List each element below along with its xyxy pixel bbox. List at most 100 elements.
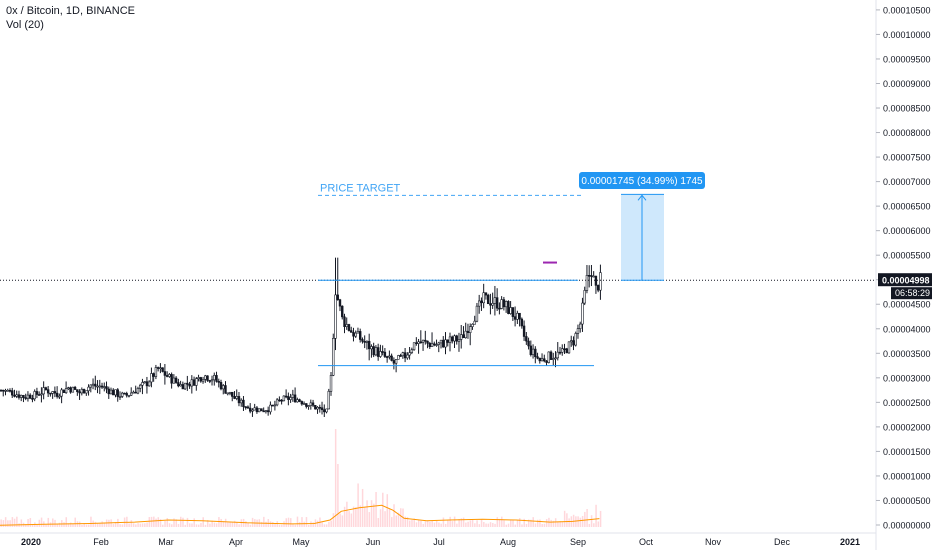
candle-body — [511, 307, 515, 317]
candle-body — [201, 379, 205, 382]
price-axis-tick: 0.00008500 — [883, 104, 931, 114]
candle-body — [121, 392, 124, 397]
volume-bar — [74, 517, 76, 527]
volume-bar — [247, 522, 249, 527]
volume-bar — [229, 522, 231, 527]
volume-bar — [11, 517, 14, 527]
candle-body — [529, 345, 533, 355]
candle-body — [596, 285, 600, 291]
volume-bar — [175, 519, 178, 527]
candle-body — [91, 383, 95, 386]
price-axis-tick: 0.00009000 — [883, 79, 931, 89]
candle-body — [177, 382, 180, 387]
volume-bar — [94, 521, 97, 527]
volume-bar — [518, 518, 521, 527]
volume-bar — [458, 519, 460, 527]
price-axis-tick: 0.00001000 — [883, 471, 931, 481]
price-axis-tick: 0.00003500 — [883, 349, 931, 359]
candle-body — [381, 351, 384, 353]
candle-body — [576, 328, 580, 334]
price-axis-tick: 0.00010000 — [883, 30, 931, 40]
volume-bar — [211, 520, 213, 527]
volume-bar — [63, 522, 65, 527]
volume-bar — [507, 523, 510, 527]
volume-bar — [260, 521, 263, 527]
candle-body — [520, 318, 524, 327]
candle-body — [73, 386, 77, 390]
candle-body — [168, 374, 171, 377]
volume-bar — [400, 508, 402, 527]
candle-body — [112, 389, 115, 396]
volume-bar — [382, 492, 384, 527]
volume-bar — [265, 521, 267, 527]
volume-bar — [298, 522, 301, 527]
volume-bar — [422, 523, 424, 527]
price-axis[interactable]: 0.00010500 0.00010000 0.00009500 0.00009000… — [875, 0, 932, 550]
candle-body — [237, 396, 241, 404]
volume-bar — [575, 516, 577, 527]
volume-bar — [36, 524, 38, 527]
volume-bar — [438, 522, 440, 527]
candle-body — [390, 355, 393, 361]
volume-bar — [290, 518, 292, 527]
candle-body — [282, 395, 286, 402]
candle-body — [15, 394, 18, 397]
candle-body — [484, 292, 488, 296]
volume-bar — [408, 520, 411, 527]
price-axis-tick: 0.00002500 — [883, 398, 931, 408]
candle-body — [62, 389, 66, 393]
candle-body — [251, 409, 254, 412]
candle-body — [127, 394, 131, 397]
candle-body — [403, 352, 407, 359]
chart-annotations: PRICE TARGET 0.00001745 (34.99%) 1745 — [0, 172, 876, 367]
candle-body — [329, 375, 333, 392]
volume-bar — [2, 520, 5, 527]
price-axis-tick: 0.00000000 — [883, 521, 931, 531]
volume-bar — [370, 500, 373, 527]
candle-body — [2, 389, 5, 392]
time-axis[interactable]: 2020 Feb Mar Apr May Jun Jul Aug Sep Oct Nov Dec 202… — [0, 532, 876, 547]
candle-body — [55, 392, 59, 397]
volume-bar — [368, 512, 371, 527]
candle-body — [477, 300, 481, 307]
time-axis-tick: Apr — [229, 537, 243, 547]
candle-body — [60, 389, 63, 397]
candle-body — [264, 410, 268, 412]
candle-body — [347, 324, 351, 331]
candle-body — [8, 390, 12, 392]
candle-body — [242, 399, 245, 408]
volume-bar — [330, 520, 332, 527]
price-axis-tick: 0.00007500 — [883, 153, 931, 163]
candle-body — [224, 385, 227, 394]
volume-bar — [114, 521, 117, 527]
candle-body — [590, 275, 593, 277]
candle-body — [152, 373, 155, 377]
candle-body — [446, 339, 449, 343]
volume-bar — [83, 523, 85, 527]
volume-bar — [173, 518, 175, 527]
time-axis-tick: 2020 — [21, 537, 41, 547]
volume-bar — [503, 520, 505, 527]
candle-body — [204, 375, 207, 380]
volume-bar — [593, 523, 595, 527]
candle-body — [507, 301, 510, 314]
candle-body — [417, 341, 420, 344]
candle-body — [71, 386, 75, 393]
candle-body — [475, 305, 479, 322]
volume-bar — [597, 521, 600, 527]
volume-bar — [202, 517, 204, 527]
candle-body — [343, 316, 346, 327]
candle-body — [266, 410, 270, 413]
volume-bar — [188, 523, 191, 527]
candle-body — [17, 394, 21, 398]
candle-body — [296, 399, 299, 403]
volume-bar — [96, 523, 99, 527]
volume-bar — [521, 524, 523, 527]
volume-bar — [489, 522, 492, 527]
candle-body — [284, 395, 288, 398]
volume-bar — [595, 504, 597, 527]
candle-body — [455, 335, 458, 342]
time-axis-tick: 2021 — [840, 537, 860, 547]
candle-body — [132, 391, 135, 394]
